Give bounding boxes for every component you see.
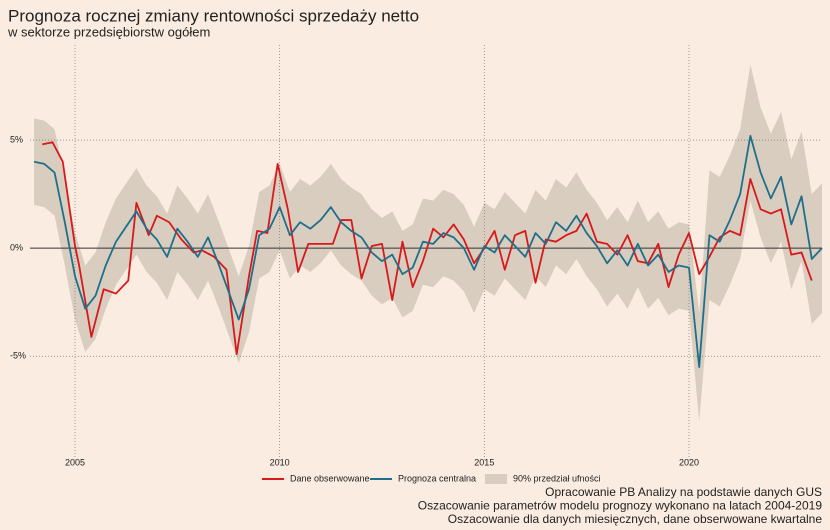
x-tick-label: 2005 (65, 457, 85, 467)
series-line (42, 141, 813, 355)
y-tick-label: 0% (10, 243, 23, 253)
series-line (33, 134, 823, 368)
legend-label: 90% przedział ufności (513, 473, 601, 483)
x-tick-label: 2015 (474, 457, 494, 467)
legend-swatch (485, 474, 507, 484)
y-tick-label: -5% (10, 351, 26, 361)
legend-label: Dane obserwowane (290, 473, 370, 483)
legend-label: Prognoza centralna (398, 473, 476, 483)
x-tick-label: 2020 (679, 457, 699, 467)
chart-subtitle: w sektorze przedsiębiorstw ogółem (7, 24, 210, 39)
footnote: Opracowanie PB Analizy na podstawie dany… (545, 485, 822, 499)
footnote: Oszacowanie dla danych miesięcznych, dan… (448, 512, 823, 526)
footnote: Oszacowanie parametrów modelu prognozy w… (418, 499, 823, 513)
chart-title: Prognoza rocznej zmiany rentowności sprz… (8, 6, 419, 25)
x-tick-label: 2010 (270, 457, 290, 467)
y-tick-label: 5% (10, 134, 23, 144)
